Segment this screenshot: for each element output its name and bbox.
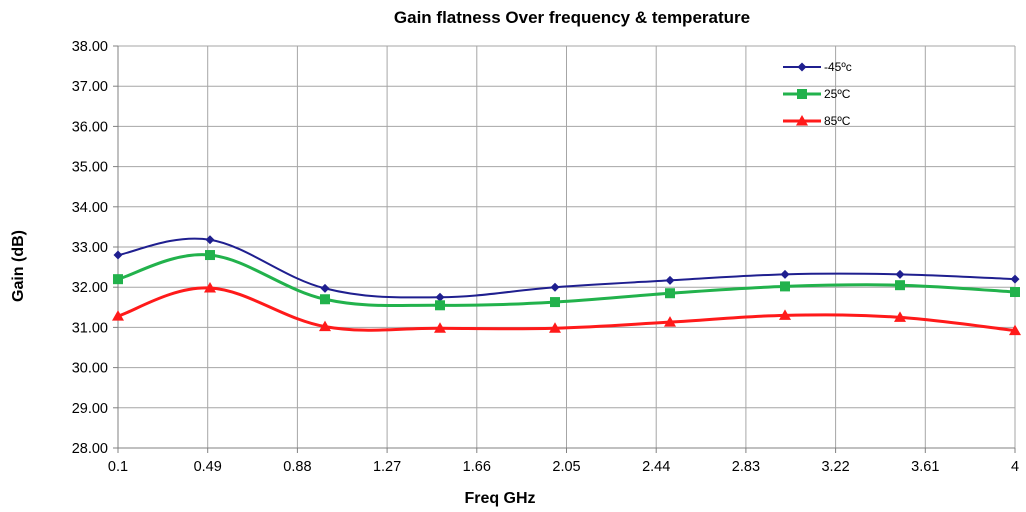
data-point <box>435 300 445 311</box>
data-point <box>779 309 791 320</box>
data-point <box>895 280 905 291</box>
data-point <box>1010 287 1020 298</box>
x-tick-label: 2.83 <box>732 459 760 475</box>
y-tick-label: 30.00 <box>72 361 108 377</box>
x-tick-label: 0.88 <box>283 459 311 475</box>
data-point <box>320 283 330 293</box>
series-1 <box>113 250 1020 311</box>
y-tick-label: 31.00 <box>72 320 108 336</box>
y-tick-label: 36.00 <box>72 119 108 135</box>
y-tick-label: 35.00 <box>72 160 108 176</box>
y-tick-label: 28.00 <box>72 441 108 457</box>
legend-item: 25ºC <box>783 87 851 101</box>
chart-title: Gain flatness Over frequency & temperatu… <box>394 8 750 27</box>
x-tick-label: 0.49 <box>194 459 222 475</box>
data-point <box>319 320 331 332</box>
y-tick-label: 33.00 <box>72 240 108 256</box>
y-tick-labels: 28.00 29.00 30.00 31.00 32.00 33.00 34.00 35.00… <box>72 39 108 457</box>
legend-item: -45ºc <box>783 60 852 74</box>
series-2 <box>112 282 1021 336</box>
data-point <box>320 294 330 305</box>
data-point <box>550 282 560 292</box>
x-tick-label: 3.61 <box>911 459 939 475</box>
data-point <box>113 274 123 285</box>
legend-label: 85ºC <box>824 114 851 128</box>
data-point <box>549 322 561 333</box>
data-point <box>113 250 123 260</box>
data-point <box>112 310 124 321</box>
x-tick-label: 3.22 <box>821 459 849 475</box>
series-0 <box>113 235 1020 302</box>
data-point <box>550 297 560 308</box>
data-point <box>665 275 675 285</box>
data-point <box>205 235 215 245</box>
data-point <box>780 281 790 292</box>
legend-item: 85ºC <box>783 114 851 128</box>
x-axis-title: Freq GHz <box>464 490 535 507</box>
series <box>112 235 1021 336</box>
x-tick-label: 1.27 <box>373 459 401 475</box>
y-tick-label: 34.00 <box>72 200 108 216</box>
grid <box>117 45 1016 449</box>
data-point <box>204 282 216 293</box>
x-tick-label: 0.1 <box>108 459 128 475</box>
y-axis-title: Gain (dB) <box>10 230 27 302</box>
data-point <box>895 269 905 279</box>
data-point <box>780 269 790 279</box>
x-tick-label: 1.66 <box>463 459 491 475</box>
legend-swatch-marker <box>796 115 808 126</box>
data-point <box>1009 324 1021 336</box>
data-point <box>205 250 215 261</box>
data-point <box>435 292 445 302</box>
legend-swatch-marker <box>797 89 807 99</box>
y-tick-label: 38.00 <box>72 39 108 55</box>
y-tick-label: 37.00 <box>72 79 108 95</box>
legend-label: 25ºC <box>824 87 851 101</box>
x-tick-label: 2.44 <box>642 459 670 475</box>
legend: -45ºc 25ºC 85ºC <box>783 60 852 128</box>
legend-label: -45ºc <box>824 60 852 74</box>
x-tick-label: 2.05 <box>552 459 580 475</box>
data-point <box>434 322 446 333</box>
data-point <box>894 311 906 322</box>
legend-swatch-marker <box>797 62 807 72</box>
axes <box>113 45 1016 453</box>
data-point <box>1010 274 1020 284</box>
y-tick-label: 32.00 <box>72 280 108 296</box>
y-tick-label: 29.00 <box>72 401 108 417</box>
data-point <box>665 288 675 299</box>
x-tick-labels: 0.1 0.49 0.88 1.27 1.66 2.05 2.44 2.83 3.22 3.61 4 <box>108 459 1019 475</box>
data-point <box>664 316 676 327</box>
x-tick-label: 4 <box>1011 459 1019 475</box>
